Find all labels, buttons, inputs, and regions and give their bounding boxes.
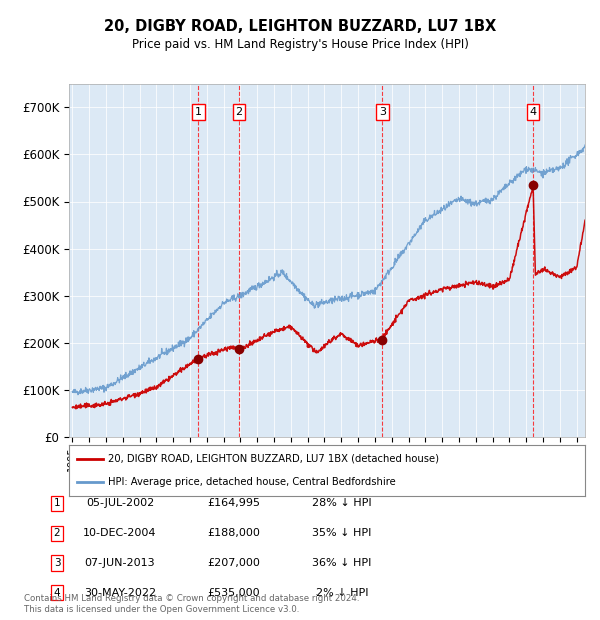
- Text: 1: 1: [53, 498, 61, 508]
- Text: HPI: Average price, detached house, Central Bedfordshire: HPI: Average price, detached house, Cent…: [108, 477, 395, 487]
- Text: 07-JUN-2013: 07-JUN-2013: [85, 558, 155, 568]
- Text: £207,000: £207,000: [208, 558, 260, 568]
- Text: 10-DEC-2004: 10-DEC-2004: [83, 528, 157, 538]
- Text: 36% ↓ HPI: 36% ↓ HPI: [313, 558, 371, 568]
- Text: 05-JUL-2002: 05-JUL-2002: [86, 498, 154, 508]
- Text: Contains HM Land Registry data © Crown copyright and database right 2024.
This d: Contains HM Land Registry data © Crown c…: [24, 595, 359, 614]
- Text: £164,995: £164,995: [208, 498, 260, 508]
- Text: 30-MAY-2022: 30-MAY-2022: [84, 588, 156, 598]
- Text: £535,000: £535,000: [208, 588, 260, 598]
- Text: 2: 2: [236, 107, 242, 117]
- Text: 2% ↓ HPI: 2% ↓ HPI: [316, 588, 368, 598]
- Text: 28% ↓ HPI: 28% ↓ HPI: [312, 498, 372, 508]
- Text: 1: 1: [195, 107, 202, 117]
- Text: 3: 3: [53, 558, 61, 568]
- Text: £188,000: £188,000: [208, 528, 260, 538]
- Text: 2: 2: [53, 528, 61, 538]
- Text: 20, DIGBY ROAD, LEIGHTON BUZZARD, LU7 1BX (detached house): 20, DIGBY ROAD, LEIGHTON BUZZARD, LU7 1B…: [108, 454, 439, 464]
- Text: Price paid vs. HM Land Registry's House Price Index (HPI): Price paid vs. HM Land Registry's House …: [131, 38, 469, 51]
- Text: 20, DIGBY ROAD, LEIGHTON BUZZARD, LU7 1BX: 20, DIGBY ROAD, LEIGHTON BUZZARD, LU7 1B…: [104, 19, 496, 33]
- Text: 35% ↓ HPI: 35% ↓ HPI: [313, 528, 371, 538]
- Text: 3: 3: [379, 107, 386, 117]
- Text: 4: 4: [530, 107, 536, 117]
- Text: 4: 4: [53, 588, 61, 598]
